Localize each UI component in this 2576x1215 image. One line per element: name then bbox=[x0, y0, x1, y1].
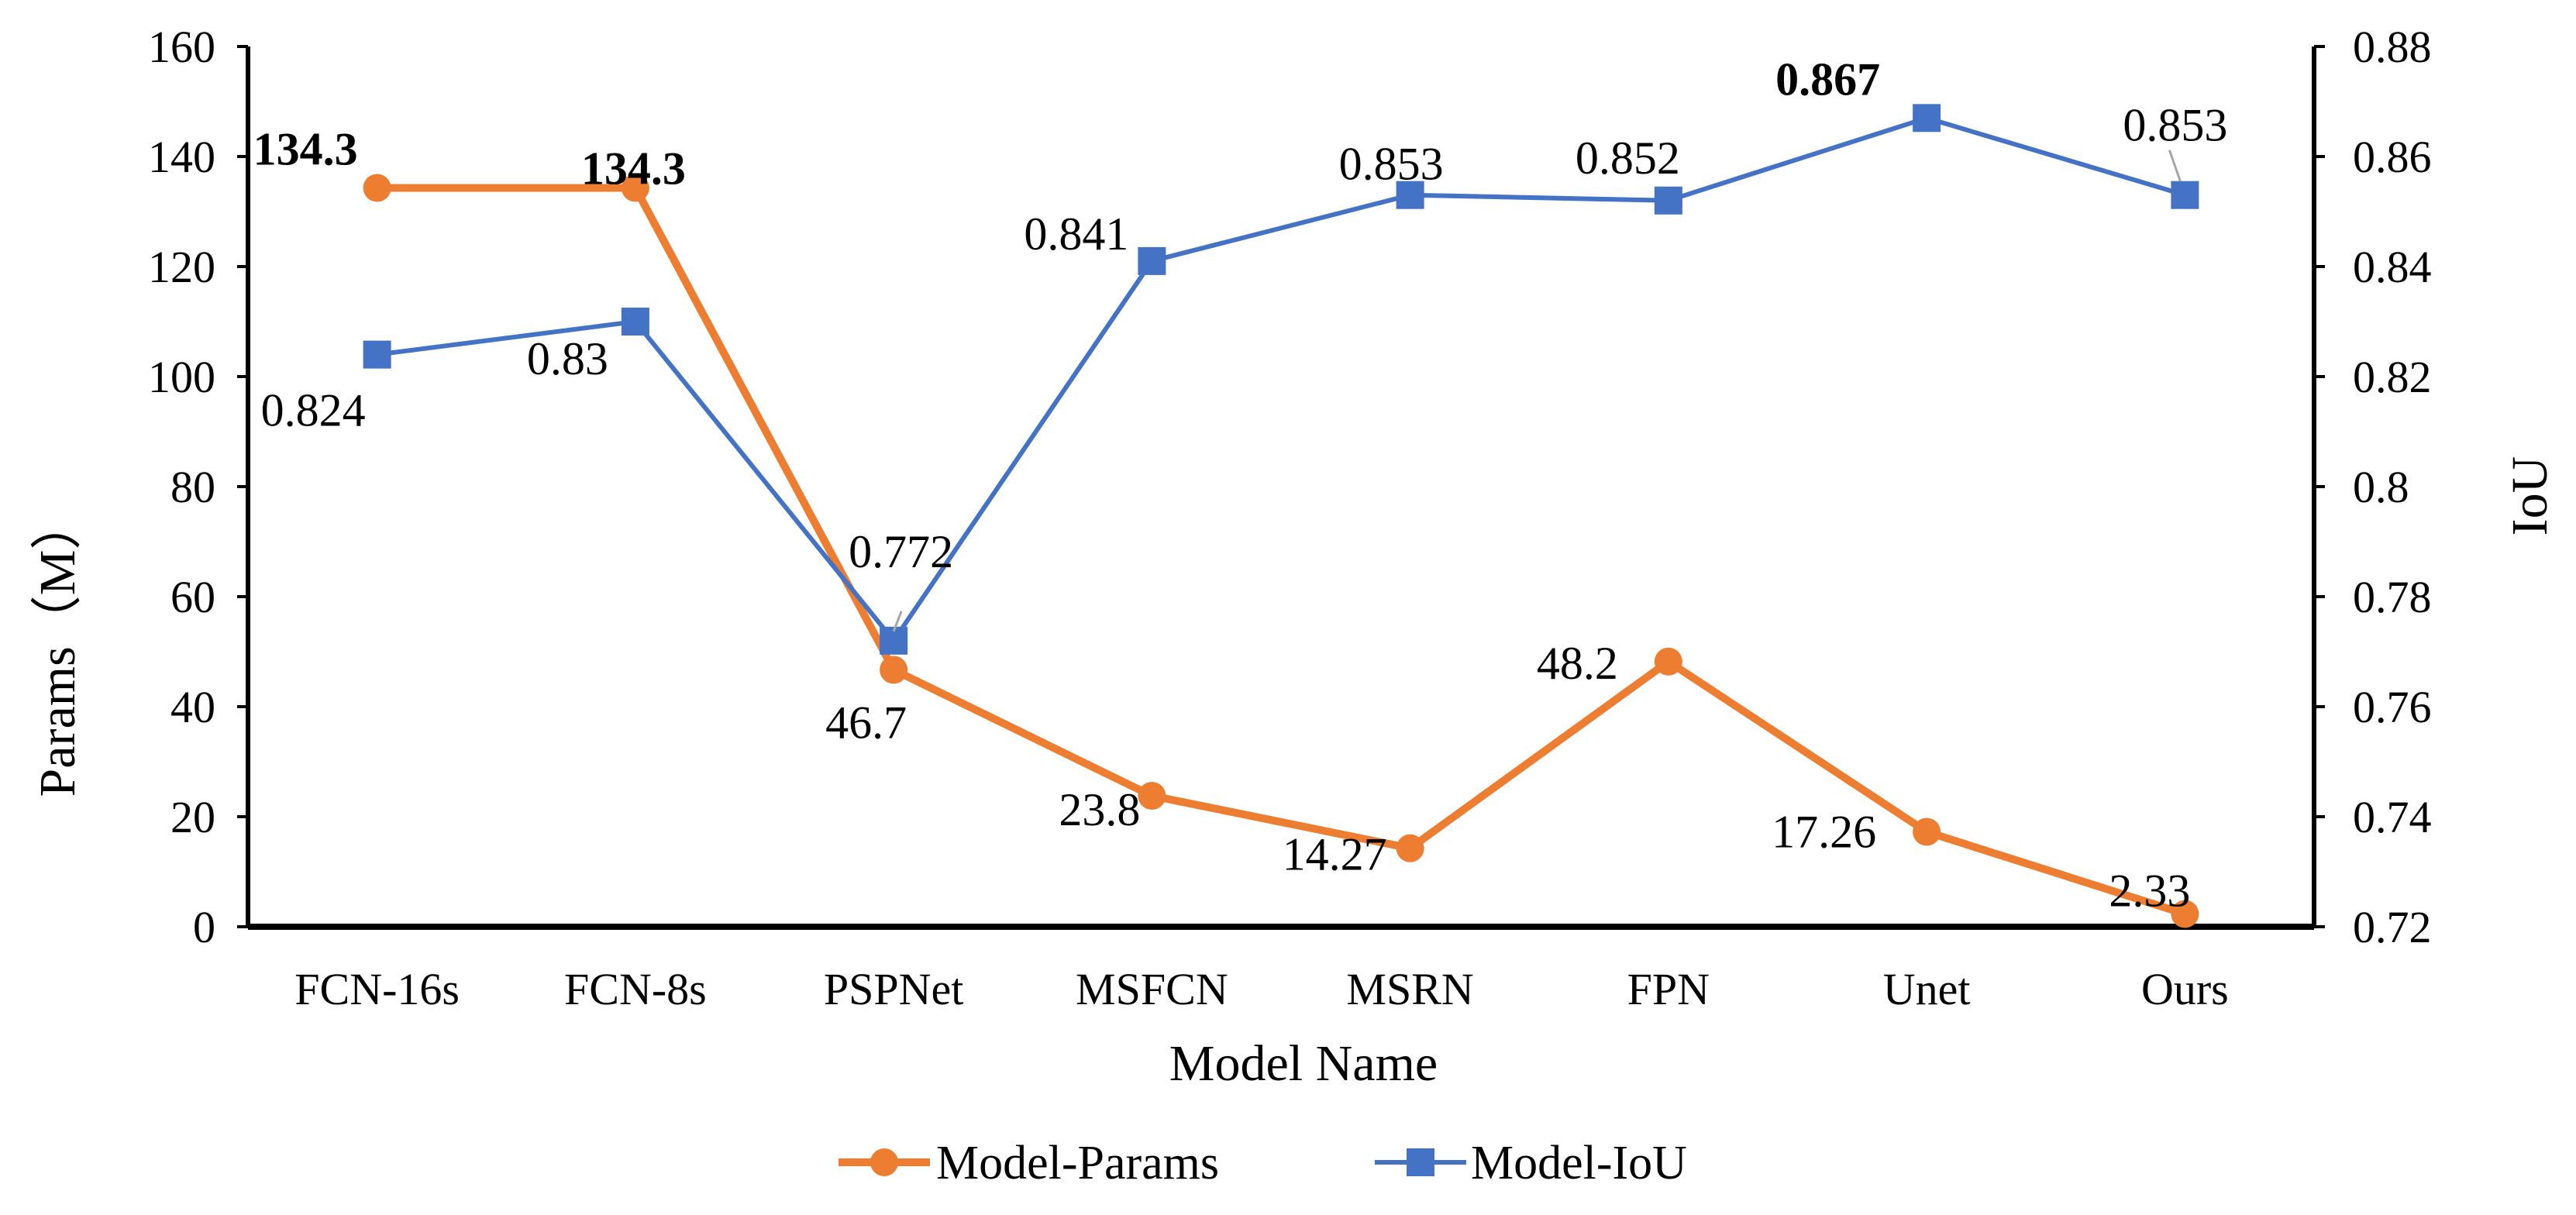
data-labels: 134.3 134.3 46.7 23.8 14.27 48.2 17.26 2.33 0.82… bbox=[253, 53, 2228, 916]
y-right-tick-label: 0.88 bbox=[2353, 22, 2432, 72]
legend-item-iou: Model-IoU bbox=[1375, 1137, 1687, 1189]
x-tick-label: Unet bbox=[1883, 964, 1971, 1014]
y-left-tick-label: 100 bbox=[148, 352, 215, 402]
x-tick-label: Ours bbox=[2141, 964, 2229, 1014]
legend-iou-label: Model-IoU bbox=[1471, 1137, 1687, 1189]
params-data-label: 134.3 bbox=[253, 123, 358, 174]
y-left-tick-label: 140 bbox=[148, 132, 215, 182]
iou-data-label: 0.83 bbox=[527, 333, 608, 384]
params-data-label: 14.27 bbox=[1283, 829, 1387, 880]
iou-point bbox=[1654, 186, 1682, 215]
iou-point bbox=[1396, 181, 1424, 209]
y-left-tick-label: 20 bbox=[170, 792, 215, 842]
series-layer bbox=[363, 104, 2199, 928]
x-tick-label: MSFCN bbox=[1076, 964, 1228, 1014]
iou-point bbox=[1913, 104, 1941, 133]
y-right-tick-label: 0.86 bbox=[2353, 132, 2432, 182]
x-tick-label: FCN-16s bbox=[294, 964, 460, 1014]
y-left-tick-label: 160 bbox=[148, 22, 215, 72]
params-data-label: 48.2 bbox=[1537, 638, 1618, 689]
legend: Model-Params Model-IoU bbox=[839, 1137, 1687, 1189]
iou-data-label: 0.841 bbox=[1024, 208, 1128, 260]
params-data-label: 17.26 bbox=[1772, 806, 1876, 857]
iou-data-label: 0.852 bbox=[1576, 133, 1680, 184]
params-point bbox=[1138, 782, 1166, 811]
x-tick-label: FPN bbox=[1627, 964, 1710, 1014]
y-right-tick-label: 0.72 bbox=[2353, 902, 2432, 952]
series-line-params bbox=[377, 184, 2186, 918]
params-data-label: 2.33 bbox=[2109, 865, 2190, 916]
y-left-tick-label: 80 bbox=[170, 462, 215, 512]
label-leader-line bbox=[892, 611, 903, 632]
iou-point bbox=[363, 340, 391, 369]
params-point bbox=[2171, 900, 2199, 928]
y-right-tick-label: 0.78 bbox=[2353, 572, 2432, 622]
iou-data-label: 0.867 bbox=[1775, 53, 1880, 105]
iou-point bbox=[621, 308, 649, 336]
y-right-tick-label: 0.8 bbox=[2353, 462, 2409, 512]
x-tick-label: FCN-8s bbox=[564, 964, 707, 1014]
y-right-tick-label: 0.74 bbox=[2353, 792, 2432, 842]
series-line-iou bbox=[377, 115, 2186, 643]
params-point bbox=[880, 656, 908, 684]
params-data-label: 134.3 bbox=[581, 143, 686, 194]
iou-data-label: 0.824 bbox=[261, 385, 366, 436]
iou-data-label: 0.772 bbox=[849, 526, 953, 577]
params-point bbox=[621, 174, 649, 202]
y-left-tick-label: 0 bbox=[193, 902, 215, 952]
iou-point bbox=[1138, 246, 1166, 275]
iou-data-label: 0.853 bbox=[1339, 139, 1444, 190]
y-right-tick-label: 0.82 bbox=[2353, 352, 2432, 402]
axes: 0 20 40 60 80 100 120 140 160 0.72 0.74 0.76 0.78 0.8… bbox=[148, 22, 2432, 1014]
y-left-tick-label: 60 bbox=[170, 572, 215, 622]
iou-data-label: 0.853 bbox=[2123, 100, 2227, 151]
label-leader-line bbox=[2168, 150, 2182, 182]
params-point bbox=[1913, 817, 1941, 846]
legend-params-marker bbox=[870, 1148, 898, 1176]
legend-item-params: Model-Params bbox=[839, 1137, 1219, 1189]
x-tick-label: MSRN bbox=[1346, 964, 1473, 1014]
y-right-tick-label: 0.84 bbox=[2353, 242, 2432, 292]
y-left-tick-label: 40 bbox=[170, 682, 215, 732]
y-left-tick-label: 120 bbox=[148, 242, 215, 292]
legend-params-label: Model-Params bbox=[936, 1137, 1219, 1189]
params-point bbox=[1396, 834, 1424, 862]
params-data-label: 46.7 bbox=[825, 697, 907, 748]
legend-iou-marker bbox=[1407, 1148, 1434, 1176]
x-axis-title: Model Name bbox=[1169, 1035, 1438, 1092]
params-point bbox=[1654, 647, 1682, 676]
y-axis-left-title: Params（M） bbox=[29, 499, 86, 797]
x-tick-label: PSPNet bbox=[824, 964, 964, 1014]
y-right-tick-label: 0.76 bbox=[2353, 682, 2432, 732]
iou-point bbox=[2171, 181, 2199, 209]
params-point bbox=[363, 174, 391, 202]
params-data-label: 23.8 bbox=[1059, 784, 1140, 835]
y-axis-right-title: IoU bbox=[2502, 456, 2558, 536]
